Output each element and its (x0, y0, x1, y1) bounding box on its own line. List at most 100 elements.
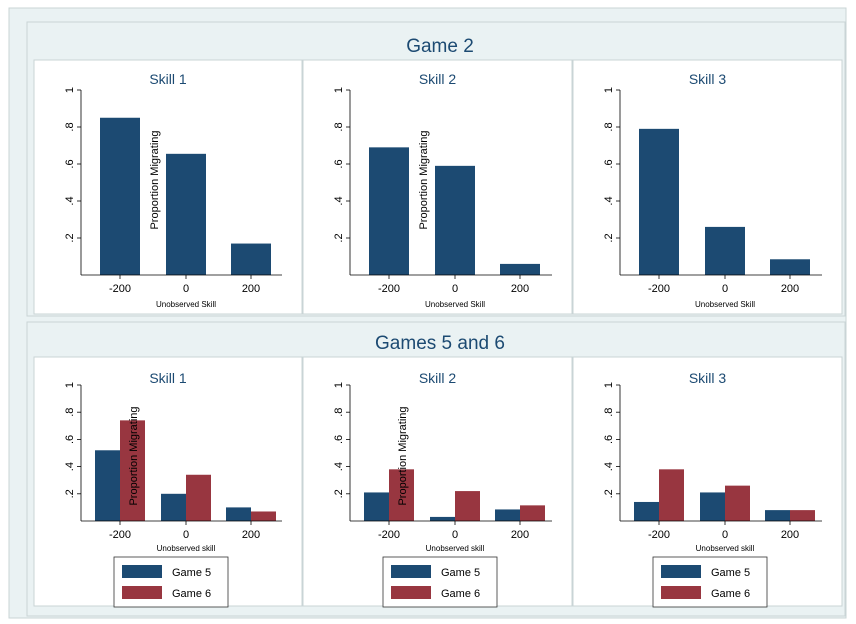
x-tick-label: -200 (648, 529, 670, 541)
y-axis-label: Proportion Migrating (397, 406, 409, 505)
y-tick-label: .6 (333, 435, 345, 444)
y-tick-label: .8 (333, 408, 345, 417)
bar-game-5--200 (364, 492, 389, 521)
legend-swatch-game-5 (661, 565, 701, 578)
y-axis-label: Proportion Migrating (149, 130, 161, 229)
x-axis-label: Unobserved Skill (156, 300, 216, 309)
y-tick-label: .2 (333, 233, 345, 242)
panel-background (572, 59, 843, 315)
bar-series-200 (500, 263, 540, 275)
y-tick-label: .2 (64, 489, 76, 498)
bar-series-200 (770, 259, 810, 275)
x-tick-label: 0 (722, 529, 728, 541)
chart-panel-4: Skill 1 .2 .4 .6 .8 1 -200 0 200 Unobserved skill… (33, 356, 303, 608)
x-axis-label: Unobserved skill (696, 544, 755, 553)
bar-game-6-200 (520, 505, 545, 521)
legend-label-game-6: Game 6 (711, 588, 750, 600)
y-tick-label: 1 (603, 382, 615, 388)
y-tick-label: .2 (603, 489, 615, 498)
y-tick-label: .2 (333, 489, 345, 498)
x-axis-label: Unobserved skill (426, 544, 485, 553)
y-tick-label: .4 (333, 196, 345, 205)
y-tick-label: .8 (64, 408, 76, 417)
y-tick-label: .4 (603, 462, 615, 471)
x-axis-label: Unobserved skill (157, 544, 216, 553)
x-tick-label: 0 (183, 529, 189, 541)
bar-series--200 (639, 128, 679, 275)
legend-swatch-game-6 (661, 586, 701, 599)
y-tick-label: 1 (603, 87, 615, 93)
legend-label-game-5: Game 5 (172, 567, 211, 579)
y-tick-label: .2 (64, 233, 76, 242)
x-axis-label: Unobserved Skill (425, 300, 485, 309)
group-2-title: Games 5 and 6 (375, 333, 505, 354)
bar-series-0 (166, 153, 206, 275)
bar-game-6-0 (186, 474, 211, 521)
chart-panel-6: Skill 3 .2 .4 .6 .8 1 -200 0 200 Unobserved skill… (572, 356, 843, 608)
bar-series-0 (705, 226, 745, 275)
x-tick-label: 0 (183, 283, 189, 295)
bar-game-6-200 (251, 511, 276, 521)
x-tick-label: -200 (648, 283, 670, 295)
y-tick-label: .6 (333, 159, 345, 168)
bar-game-5-200 (226, 507, 251, 521)
panel-title: Skill 3 (689, 71, 727, 87)
panel-title: Skill 1 (149, 71, 187, 87)
legend-label-game-5: Game 5 (441, 567, 480, 579)
y-tick-label: .4 (333, 462, 345, 471)
y-axis-label: Proportion Migrating (418, 130, 430, 229)
y-tick-label: 1 (64, 382, 76, 388)
x-tick-label: 200 (242, 529, 260, 541)
bar-game-5-0 (430, 516, 455, 521)
x-tick-label: 200 (242, 283, 260, 295)
y-tick-label: 1 (333, 87, 345, 93)
group-1-title: Game 2 (406, 36, 474, 57)
y-tick-label: .6 (64, 435, 76, 444)
x-tick-label: 0 (722, 283, 728, 295)
y-axis-label: Proportion Migrating (128, 406, 140, 505)
chart-panel-1: Skill 1 .2 .4 .6 .8 1 -200 0 200 Unobserved Skill… (33, 59, 303, 315)
bar-series--200 (100, 117, 140, 275)
x-tick-label: 200 (511, 529, 529, 541)
y-tick-label: .6 (603, 435, 615, 444)
x-tick-label: -200 (378, 529, 400, 541)
bar-game-6-0 (455, 491, 480, 521)
legend-swatch-game-5 (391, 565, 431, 578)
legend-swatch-game-6 (122, 586, 162, 599)
x-tick-label: 200 (781, 529, 799, 541)
y-tick-label: .8 (603, 122, 615, 131)
bar-game-5-200 (765, 510, 790, 521)
x-tick-label: -200 (109, 529, 131, 541)
legend-label-game-6: Game 6 (172, 588, 211, 600)
x-tick-label: 0 (452, 283, 458, 295)
panel-title: Skill 3 (689, 370, 727, 386)
y-tick-label: .8 (333, 122, 345, 131)
legend-label-game-6: Game 6 (441, 588, 480, 600)
x-tick-label: 200 (781, 283, 799, 295)
y-tick-label: 1 (64, 87, 76, 93)
chart-panel-2: Skill 2 .2 .4 .6 .8 1 -200 0 200 Unobserved Skill… (302, 59, 573, 315)
y-tick-label: .4 (64, 462, 76, 471)
y-tick-label: .8 (603, 408, 615, 417)
bar-game-6--200 (120, 420, 145, 521)
x-tick-label: 0 (452, 529, 458, 541)
bar-game-6-200 (790, 510, 815, 521)
y-tick-label: .8 (64, 122, 76, 131)
bar-game-5-0 (161, 493, 186, 521)
bar-series--200 (369, 147, 409, 275)
x-tick-label: -200 (109, 283, 131, 295)
chart-panel-3: Skill 3 .2 .4 .6 .8 1 -200 0 200 Unobserved Skill (572, 59, 843, 315)
y-tick-label: .4 (64, 196, 76, 205)
legend-swatch-game-6 (391, 586, 431, 599)
panel-title: Skill 2 (419, 71, 457, 87)
x-tick-label: -200 (378, 283, 400, 295)
bar-game-6--200 (659, 469, 684, 521)
y-tick-label: .2 (603, 233, 615, 242)
bar-game-5-0 (700, 492, 725, 521)
bar-game-6-0 (725, 485, 750, 521)
bar-game-6--200 (389, 469, 414, 521)
y-tick-label: .6 (603, 159, 615, 168)
legend-label-game-5: Game 5 (711, 567, 750, 579)
panel-title: Skill 2 (419, 370, 457, 386)
